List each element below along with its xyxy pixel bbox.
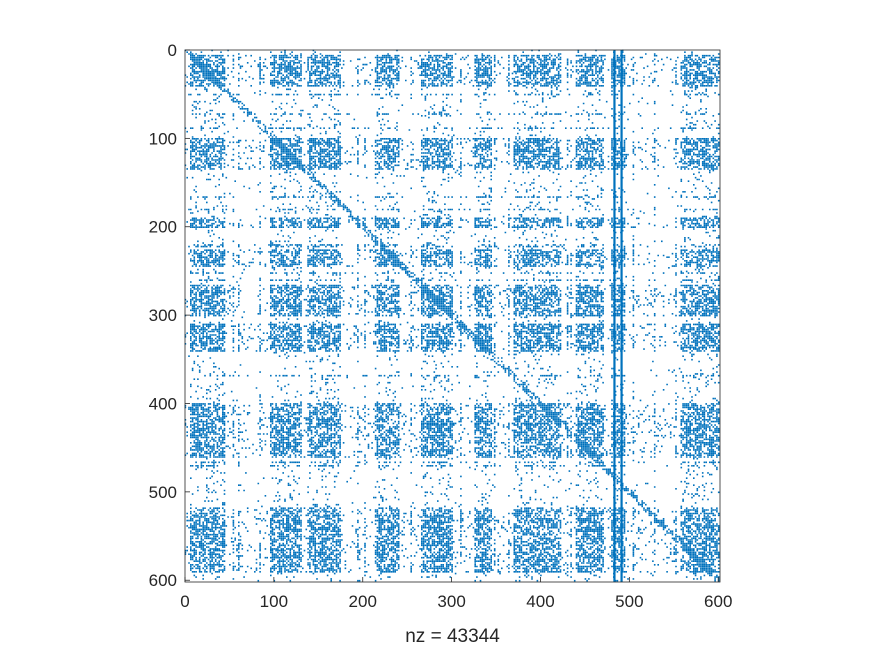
x-axis-label: nz = 43344 — [405, 626, 500, 647]
axes-box — [184, 49, 721, 583]
x-tick-label: 600 — [704, 592, 732, 611]
y-tick-label: 400 — [149, 394, 177, 413]
nonzero-marker-cloud — [184, 49, 720, 582]
y-tick-label: 0 — [168, 41, 177, 60]
y-tick-label: 600 — [149, 571, 177, 590]
x-tick-label: 100 — [260, 592, 288, 611]
x-tick-label: 300 — [437, 592, 465, 611]
x-tick-label: 400 — [526, 592, 554, 611]
dense-column-marker — [613, 50, 616, 582]
dense-column-marker — [620, 50, 623, 582]
y-tick-label: 500 — [149, 483, 177, 502]
nonzero-markers — [184, 49, 720, 582]
x-tick-label: 0 — [180, 592, 189, 611]
x-tick-label: 500 — [615, 592, 643, 611]
x-axis: 0 100 200 300 400 500 600 — [180, 577, 732, 611]
y-tick-label: 300 — [149, 306, 177, 325]
x-tick-label: 200 — [349, 592, 377, 611]
y-tick-label: 200 — [149, 218, 177, 237]
y-tick-label: 100 — [149, 129, 177, 148]
y-axis: 0 100 200 300 400 500 600 — [149, 41, 190, 590]
